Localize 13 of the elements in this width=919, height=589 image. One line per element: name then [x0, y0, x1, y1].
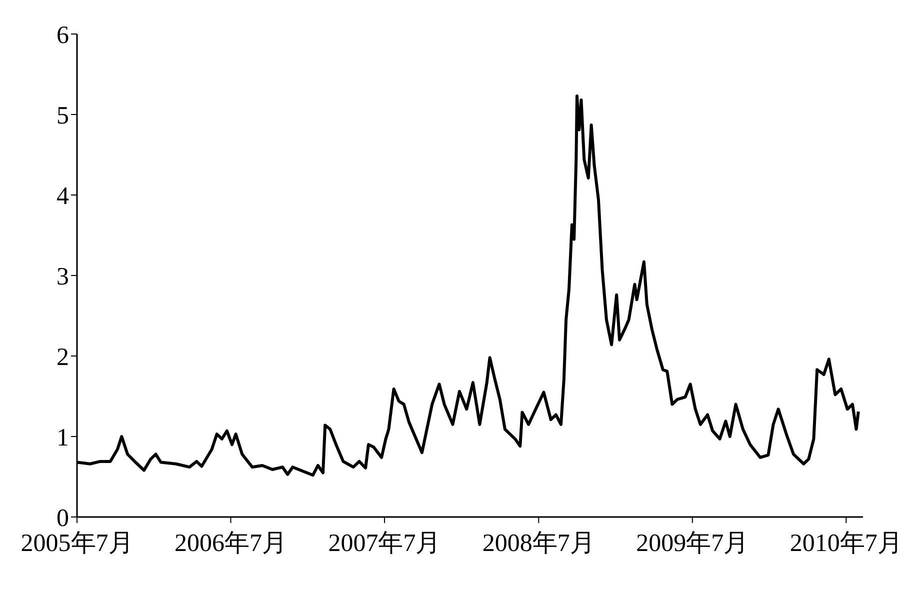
- y-tick-label: 3: [56, 263, 69, 290]
- y-tick-label: 0: [56, 504, 69, 532]
- x-tick-label: 2005年7月: [20, 530, 134, 557]
- x-tick-label: 2010年7月: [790, 530, 902, 557]
- y-tick-label: 4: [56, 182, 70, 210]
- x-tick-label: 2007年7月: [328, 530, 441, 557]
- x-tick-label: 2009年7月: [636, 530, 749, 557]
- y-tick-label: 2: [56, 344, 69, 371]
- x-tick-label: 2006年7月: [174, 530, 287, 557]
- y-tick-label: 5: [56, 102, 69, 130]
- y-tick-label: 1: [56, 424, 69, 452]
- y-tick-label: 6: [56, 22, 69, 49]
- x-tick-label: 2008年7月: [482, 530, 595, 557]
